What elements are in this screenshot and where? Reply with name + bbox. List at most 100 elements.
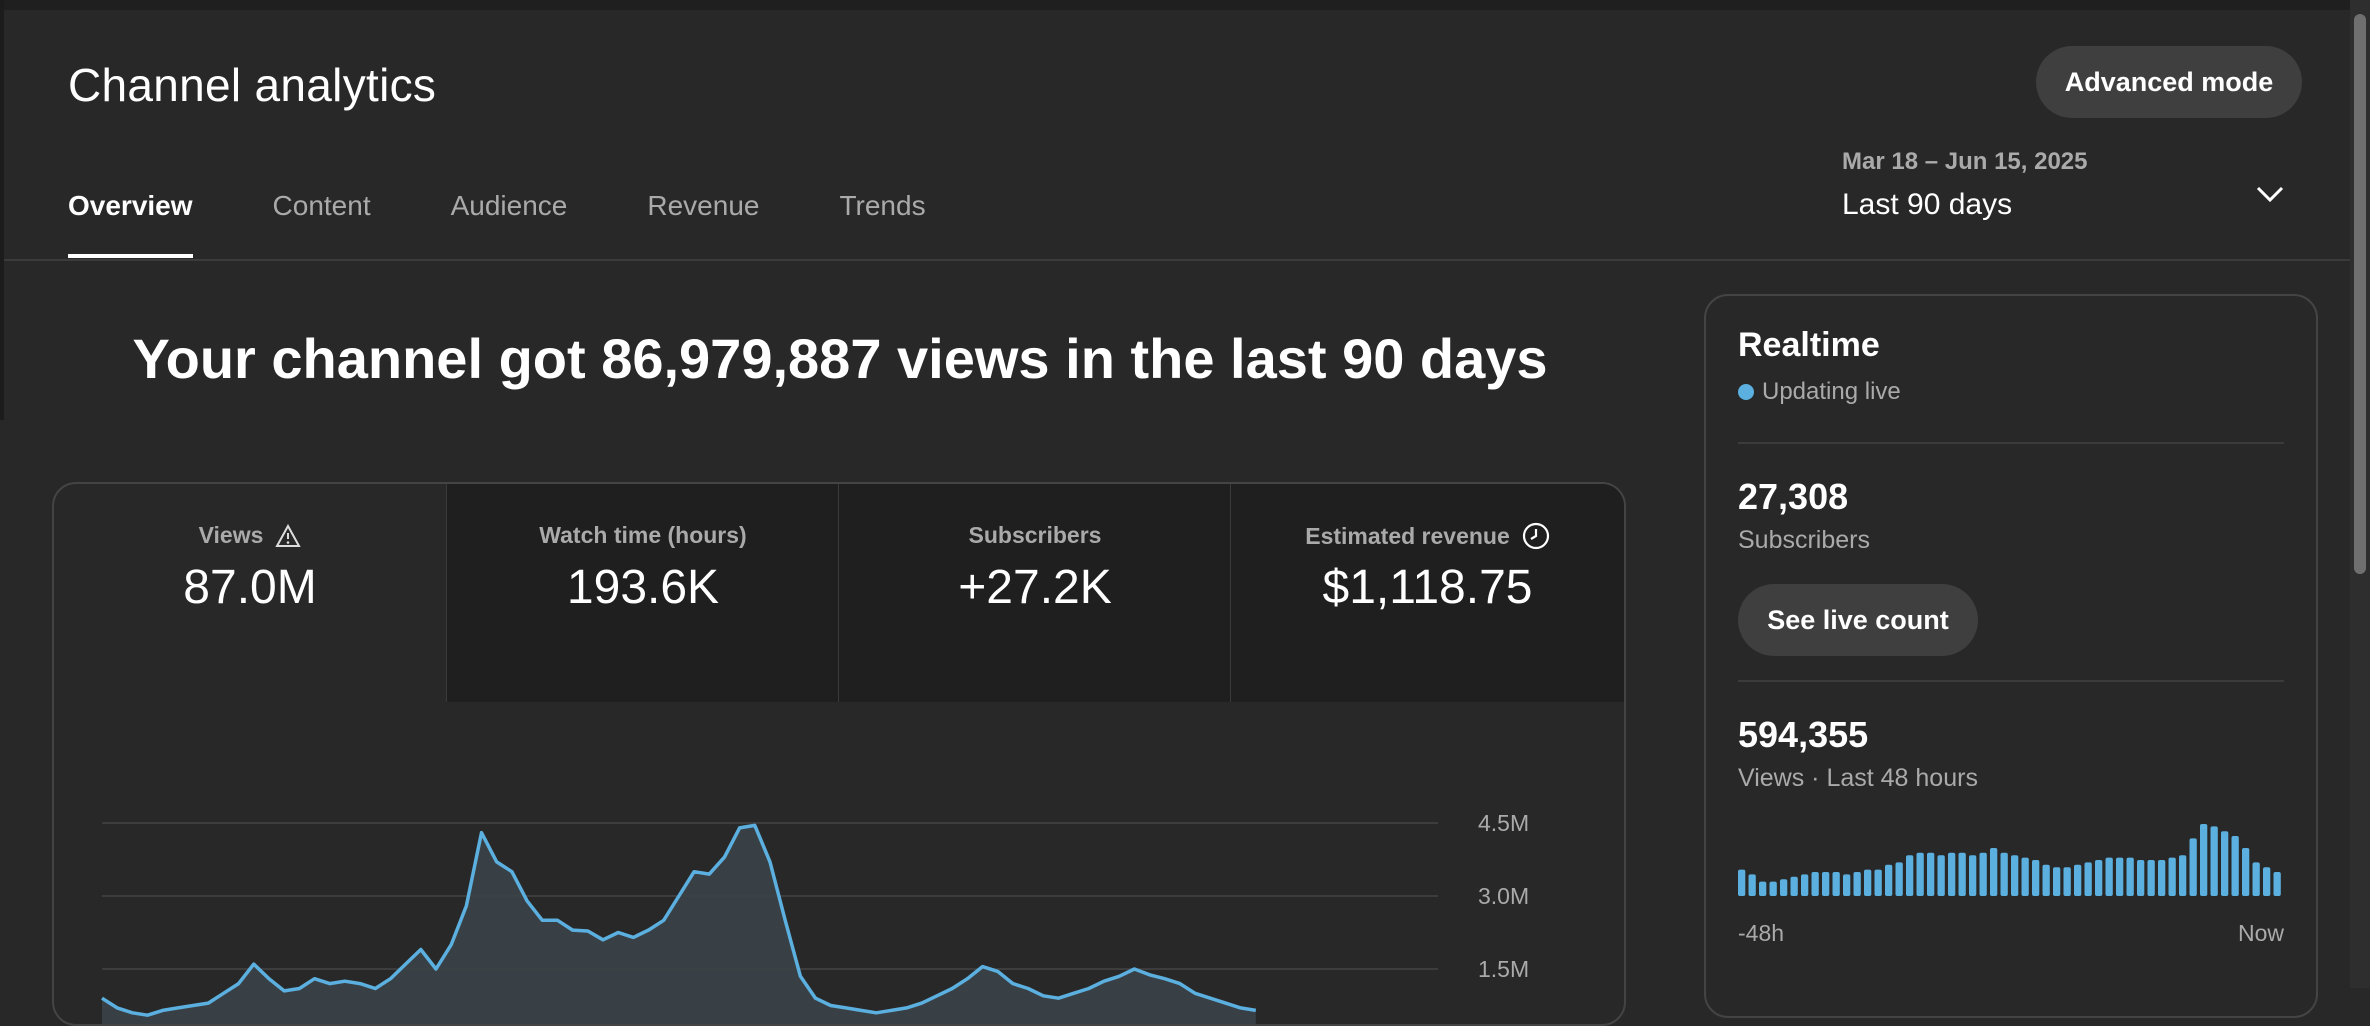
realtime-bar[interactable] <box>2179 855 2187 896</box>
views-area <box>102 825 1256 1024</box>
realtime-bar[interactable] <box>1759 881 1767 896</box>
realtime-bar[interactable] <box>2126 857 2134 896</box>
metric-value: $1,118.75 <box>1322 561 1533 614</box>
realtime-bar[interactable] <box>1958 852 1966 896</box>
realtime-bar[interactable] <box>2063 867 2071 896</box>
realtime-card: Realtime Updating live 27,308 Subscriber… <box>1704 294 2318 1018</box>
metric-label: Estimated revenue <box>1305 522 1510 549</box>
realtime-bar[interactable] <box>1885 864 1893 896</box>
live-status-text: Updating live <box>1762 378 1901 405</box>
realtime-bar-chart <box>1738 824 2281 896</box>
realtime-bar[interactable] <box>1937 855 1945 896</box>
realtime-bar[interactable] <box>1895 862 1903 896</box>
realtime-bar[interactable] <box>1874 869 1882 896</box>
realtime-bar[interactable] <box>2231 836 2239 896</box>
date-range-label: Last 90 days <box>1842 188 2013 221</box>
realtime-bar[interactable] <box>2032 860 2040 896</box>
realtime-bar[interactable] <box>2053 867 2061 896</box>
tab-overview[interactable]: Overview <box>68 190 193 258</box>
views-headline: Your channel got 86,979,887 views in the… <box>132 327 1548 390</box>
tabs-divider <box>4 259 2350 261</box>
metric-value: 193.6K <box>566 561 720 614</box>
realtime-bar[interactable] <box>2252 862 2260 896</box>
realtime-bar[interactable] <box>2105 857 2113 896</box>
realtime-bar[interactable] <box>2011 855 2019 896</box>
realtime-axis-end: Now <box>2237 920 2284 946</box>
realtime-bar[interactable] <box>1927 852 1935 896</box>
tab-trends[interactable]: Trends <box>839 190 926 221</box>
metric-views[interactable]: Views 87.0M <box>54 484 446 702</box>
realtime-bar[interactable] <box>1780 879 1788 896</box>
realtime-bar[interactable] <box>2042 864 2050 896</box>
realtime-bar[interactable] <box>2210 826 2218 896</box>
y-tick-label: 4.5M <box>1478 810 1529 836</box>
see-live-count-button[interactable]: See live count <box>1738 584 1978 656</box>
metric-label: Watch time (hours) <box>539 522 747 548</box>
metric-value: +27.2K <box>958 561 1112 614</box>
realtime-bar[interactable] <box>2084 862 2092 896</box>
realtime-bar[interactable] <box>1990 848 1998 896</box>
page-title: Channel analytics <box>68 59 437 111</box>
realtime-bar[interactable] <box>1801 874 1809 896</box>
realtime-bar[interactable] <box>2116 857 2124 896</box>
realtime-bar[interactable] <box>1948 852 1956 896</box>
realtime-bar[interactable] <box>2273 872 2281 896</box>
realtime-bar[interactable] <box>1853 872 1861 896</box>
realtime-bar[interactable] <box>2168 857 2176 896</box>
realtime-bar[interactable] <box>1748 874 1756 896</box>
realtime-bar[interactable] <box>2242 848 2250 896</box>
chevron-down-icon[interactable] <box>2252 176 2288 212</box>
realtime-bar[interactable] <box>1822 872 1830 896</box>
metric-estimated-revenue[interactable]: Estimated revenue $1,118.75 <box>1231 484 1624 702</box>
metric-subscribers[interactable]: Subscribers +27.2K <box>839 484 1231 702</box>
metric-label: Views <box>198 522 264 548</box>
realtime-bar[interactable] <box>2200 824 2208 896</box>
realtime-bar[interactable] <box>1864 869 1872 896</box>
tab-audience[interactable]: Audience <box>450 190 568 221</box>
realtime-bar[interactable] <box>2021 857 2029 896</box>
realtime-bar[interactable] <box>2137 860 2145 896</box>
advanced-mode-button[interactable]: Advanced mode <box>2036 46 2302 118</box>
divider <box>1738 442 2284 444</box>
realtime-bar[interactable] <box>2221 831 2229 896</box>
realtime-bar[interactable] <box>1832 872 1840 896</box>
realtime-subscribers-label: Subscribers <box>1738 526 1870 554</box>
scrollbar-thumb[interactable] <box>2354 14 2366 574</box>
realtime-subscribers-value: 27,308 <box>1738 476 1849 517</box>
warning-icon <box>275 523 302 547</box>
clock-icon <box>1522 522 1549 550</box>
realtime-bar[interactable] <box>2095 860 2103 896</box>
realtime-views-value: 594,355 <box>1738 714 1869 755</box>
realtime-bar[interactable] <box>1916 852 1924 896</box>
realtime-bar[interactable] <box>2074 864 2082 896</box>
realtime-bar[interactable] <box>2158 860 2166 896</box>
date-range-text: Mar 18 – Jun 15, 2025 <box>1842 148 2088 175</box>
views-chart: 4.5M 3.0M 1.5M <box>101 810 1529 1024</box>
live-dot-icon <box>1738 384 1754 400</box>
metric-label: Subscribers <box>968 522 1102 548</box>
metric-value: 87.0M <box>183 561 317 614</box>
scrollbar[interactable] <box>2350 0 2370 988</box>
realtime-bar[interactable] <box>2189 838 2197 896</box>
live-status: Updating live <box>1738 378 1901 406</box>
metric-watch-time[interactable]: Watch time (hours) 193.6K <box>447 484 839 702</box>
realtime-bar[interactable] <box>1979 852 1987 896</box>
tab-revenue[interactable]: Revenue <box>647 190 760 221</box>
realtime-bar[interactable] <box>1738 869 1746 896</box>
tab-bar: Overview Content Audience Revenue Trends <box>68 190 1006 258</box>
y-tick-label: 3.0M <box>1478 883 1529 909</box>
realtime-bar[interactable] <box>1811 872 1819 896</box>
realtime-bar[interactable] <box>1843 874 1851 896</box>
realtime-bar[interactable] <box>2147 860 2155 896</box>
realtime-views-label: Views · Last 48 hours <box>1738 764 1978 792</box>
realtime-bar[interactable] <box>1969 855 1977 896</box>
realtime-bar[interactable] <box>1906 855 1914 896</box>
tab-content[interactable]: Content <box>272 190 371 221</box>
top-strip <box>0 0 2370 10</box>
divider <box>1738 680 2284 682</box>
realtime-bar[interactable] <box>2000 852 2008 896</box>
realtime-bar[interactable] <box>1790 876 1798 896</box>
realtime-bar[interactable] <box>2263 867 2271 896</box>
realtime-axis-start: -48h <box>1738 920 1785 946</box>
realtime-bar[interactable] <box>1769 881 1777 896</box>
